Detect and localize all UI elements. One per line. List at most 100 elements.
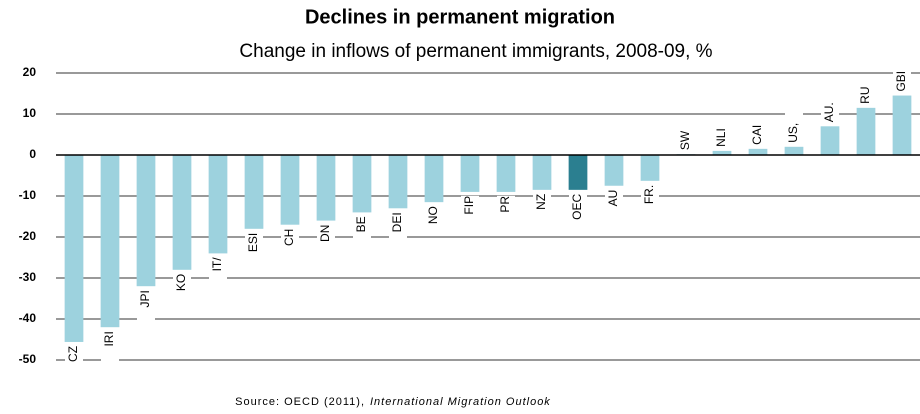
category-group: FIP bbox=[461, 195, 479, 226]
bar bbox=[820, 126, 840, 155]
x-tick-label: AU. bbox=[822, 102, 836, 122]
bar bbox=[532, 155, 552, 190]
x-tick-label: RU bbox=[858, 87, 872, 104]
y-tick-label: -50 bbox=[19, 352, 37, 366]
x-tick-label: IT/ bbox=[210, 257, 224, 272]
category-group: OEC bbox=[569, 194, 587, 224]
category-group: IT/ bbox=[209, 257, 227, 288]
label-bg bbox=[353, 216, 371, 247]
label-bg bbox=[641, 184, 659, 215]
x-tick-label: DN bbox=[318, 225, 332, 242]
bar bbox=[280, 155, 300, 225]
label-bg bbox=[677, 120, 695, 151]
bar bbox=[568, 155, 588, 190]
x-tick-label: GBI bbox=[894, 71, 908, 92]
y-tick-label: 10 bbox=[23, 106, 37, 120]
bar bbox=[496, 155, 516, 192]
category-group: PR bbox=[497, 196, 515, 226]
label-bg bbox=[821, 92, 839, 123]
label-bg bbox=[497, 195, 515, 226]
category-group: AU. bbox=[821, 92, 839, 123]
bar bbox=[172, 155, 192, 270]
chart-title: Declines in permanent migration bbox=[305, 6, 615, 28]
x-tick-label: ESI bbox=[246, 233, 260, 252]
category-group: RU bbox=[857, 73, 875, 104]
bar bbox=[388, 155, 408, 209]
bar bbox=[136, 155, 156, 287]
category-group: CZ bbox=[65, 345, 83, 376]
y-tick-label: -40 bbox=[19, 311, 37, 325]
bar bbox=[100, 155, 120, 328]
bar bbox=[892, 95, 912, 155]
y-tick-label: 0 bbox=[29, 147, 36, 161]
label-bg bbox=[605, 189, 623, 220]
label-bg bbox=[281, 228, 299, 259]
bar bbox=[244, 155, 264, 229]
bar bbox=[748, 148, 768, 155]
x-tick-label: CAI bbox=[750, 125, 764, 145]
x-tick-label: SW bbox=[678, 130, 692, 150]
label-bg bbox=[173, 273, 191, 304]
category-group: ESI bbox=[245, 232, 263, 263]
bar bbox=[640, 155, 660, 181]
label-bg bbox=[569, 193, 587, 224]
label-bg bbox=[101, 331, 119, 362]
category-group: CH bbox=[281, 228, 299, 259]
label-bg bbox=[137, 290, 155, 321]
x-tick-label: NO bbox=[426, 206, 440, 224]
category-group: GBI bbox=[893, 61, 911, 92]
x-tick-label: US, bbox=[786, 123, 800, 143]
source-title: International Migration Outlook bbox=[370, 396, 551, 408]
bar bbox=[856, 107, 876, 155]
category-group: CAI bbox=[749, 114, 767, 145]
x-tick-label: NLI bbox=[714, 128, 728, 147]
category-group: IRI bbox=[101, 331, 119, 362]
label-bg bbox=[65, 345, 83, 376]
bar bbox=[784, 146, 804, 155]
x-tick-label: OEC bbox=[570, 194, 584, 220]
x-tick-label: FIP bbox=[462, 196, 476, 215]
label-bg bbox=[425, 206, 443, 237]
label-bg bbox=[389, 212, 407, 243]
category-group: NZ bbox=[533, 193, 551, 224]
x-tick-label: CH bbox=[282, 229, 296, 246]
label-bg bbox=[713, 116, 731, 147]
x-tick-label: IRI bbox=[102, 331, 116, 346]
x-tick-label: PR bbox=[498, 196, 512, 213]
x-tick-label: KO bbox=[174, 274, 188, 291]
label-bg bbox=[785, 112, 803, 143]
source: Source: OECD (2011), bbox=[235, 396, 365, 408]
x-tick-label: FR. bbox=[642, 185, 656, 204]
category-group: JPI bbox=[137, 290, 155, 321]
bar bbox=[208, 155, 228, 254]
label-bg bbox=[209, 257, 227, 288]
category-group: BE bbox=[353, 216, 371, 247]
category-group: SW bbox=[677, 120, 695, 151]
label-bg bbox=[893, 61, 911, 92]
x-tick-label: DEI bbox=[390, 212, 404, 232]
bar bbox=[604, 155, 624, 186]
bar bbox=[712, 150, 732, 155]
y-tick-label: -20 bbox=[19, 229, 37, 243]
label-bg bbox=[533, 193, 551, 224]
label-bg bbox=[245, 232, 263, 263]
y-tick-label: -10 bbox=[19, 188, 37, 202]
category-group: AU bbox=[605, 189, 623, 220]
y-tick-label: 20 bbox=[23, 65, 37, 79]
bar bbox=[424, 155, 444, 203]
bar bbox=[316, 155, 336, 221]
x-tick-label: BE bbox=[354, 216, 368, 232]
category-group: KO bbox=[173, 273, 191, 304]
y-tick-label: -30 bbox=[19, 270, 37, 284]
label-bg bbox=[749, 114, 767, 145]
category-group: US, bbox=[785, 112, 803, 143]
category-group: FR. bbox=[641, 184, 659, 215]
label-bg bbox=[461, 195, 479, 226]
chart-subtitle: Change in inflows of permanent immigrant… bbox=[239, 41, 712, 62]
bar bbox=[64, 155, 84, 342]
category-group: DEI bbox=[389, 212, 407, 243]
x-tick-label: AU bbox=[606, 190, 620, 207]
x-tick-label: CZ bbox=[66, 346, 80, 362]
category-group: NO bbox=[425, 206, 443, 237]
